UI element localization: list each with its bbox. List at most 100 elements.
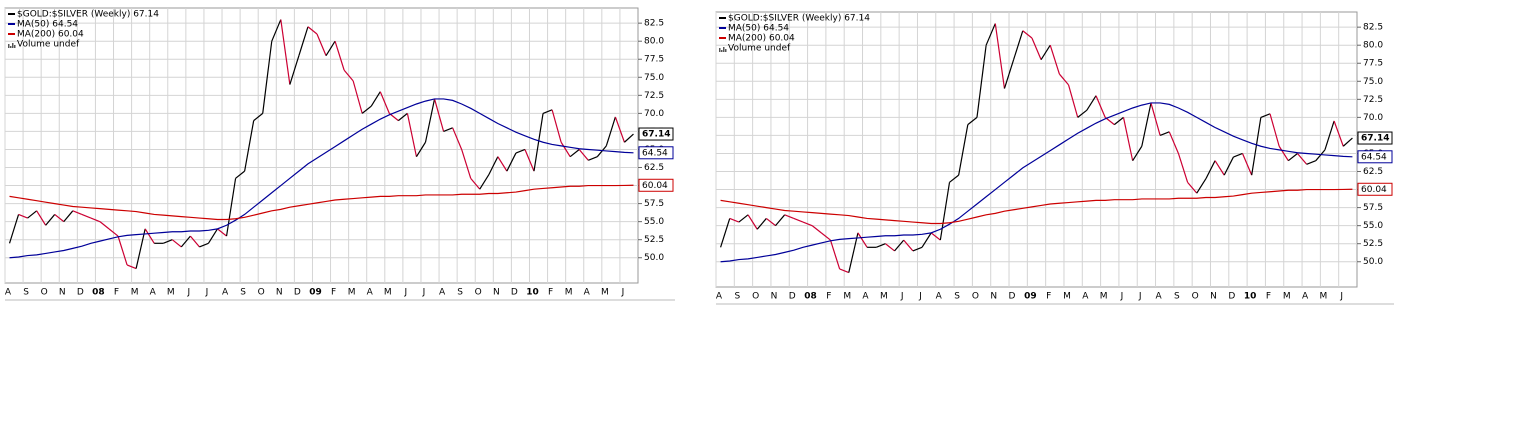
x-tick-label: N [493, 288, 500, 298]
price-segment [524, 149, 535, 172]
price-segment [199, 242, 209, 248]
price-segment [551, 109, 562, 143]
y-tick-label: 52.5 [644, 235, 664, 245]
price-segment [45, 214, 56, 226]
price-segment [1003, 59, 1015, 89]
x-tick-label: A [716, 292, 723, 302]
price-segment [967, 116, 978, 126]
y-tick-label: 52.5 [1363, 239, 1383, 249]
x-tick-label: M [131, 288, 139, 298]
price-segment [406, 113, 418, 157]
x-tick-label: F [1046, 292, 1051, 302]
y-tick-label: 57.5 [644, 199, 664, 209]
x-tick-label: J [187, 288, 191, 298]
last-value-label: 67.14 [642, 130, 670, 140]
price-segment [217, 228, 227, 237]
x-tick-label: F [1266, 292, 1271, 302]
x-tick-label: F [548, 288, 553, 298]
price-segment [605, 116, 616, 147]
x-tick-label: J [900, 292, 904, 302]
price-segment [857, 232, 868, 248]
plot-area [715, 11, 1358, 288]
x-tick-label: M [384, 288, 392, 298]
price-segment [939, 182, 951, 241]
x-tick-label: D [1009, 292, 1016, 302]
volume-icon [14, 45, 16, 48]
y-tick-label: 62.5 [644, 163, 664, 173]
price-segment [829, 239, 841, 270]
legend-label: $GOLD:$SILVER (Weekly) 67.14 [728, 14, 870, 24]
price-segment [1187, 181, 1198, 194]
price-segment [820, 232, 831, 241]
x-tick-label: S [240, 288, 246, 298]
x-tick-label: A [439, 288, 446, 298]
price-segment [90, 217, 101, 223]
x-tick-label: S [954, 292, 960, 302]
x-tick-label: J [1138, 292, 1142, 302]
price-segment [624, 133, 634, 143]
price-segment [225, 178, 237, 237]
y-tick-label: 75.0 [644, 73, 664, 83]
price-segment [479, 174, 490, 190]
x-tick-label: M [348, 288, 356, 298]
x-tick-label: F [826, 292, 831, 302]
price-segment [343, 69, 354, 82]
price-segment [298, 26, 309, 56]
price-segment [144, 228, 155, 244]
price-segment [1077, 109, 1088, 118]
x-tick-label: D [789, 292, 796, 302]
y-tick-label: 72.5 [644, 91, 664, 101]
y-tick-label: 77.5 [1363, 59, 1383, 69]
price-segment [1159, 131, 1170, 136]
x-tick-label: M [880, 292, 888, 302]
price-segment [424, 98, 436, 143]
price-segment [994, 23, 1006, 89]
x-tick-label: F [114, 288, 119, 298]
price-segment [1223, 156, 1234, 176]
x-tick-label: M [565, 288, 573, 298]
last-value-box [638, 127, 674, 141]
price-segment [180, 235, 191, 248]
x-tick-label: J [205, 288, 209, 298]
x-tick-label: A [862, 292, 869, 302]
x-tick-label: N [59, 288, 66, 298]
price-segment [207, 228, 219, 244]
price-segment [747, 214, 758, 230]
price-segment [1122, 117, 1134, 161]
price-segment [802, 221, 813, 227]
price-segment [596, 145, 607, 158]
x-tick-label: M [601, 288, 609, 298]
x-tick-label: D [294, 288, 301, 298]
price-segment [117, 235, 128, 266]
price-segment [949, 174, 960, 183]
x-tick-label: N [990, 292, 997, 302]
x-tick-label: M [843, 292, 851, 302]
price-segment [1306, 160, 1317, 165]
price-segment [262, 41, 273, 114]
price-segment [72, 210, 83, 215]
price-segment [1177, 153, 1189, 183]
x-tick-label: O [258, 288, 265, 298]
price-segment [720, 218, 731, 248]
y-tick-label: 62.5 [1363, 167, 1383, 177]
volume-icon [721, 50, 723, 52]
price-segment [1150, 102, 1161, 136]
chart: 50.052.555.057.560.062.565.067.570.072.5… [4, 7, 675, 301]
volume-icon [10, 46, 12, 48]
price-segment [452, 127, 463, 150]
y-tick-label: 80.0 [1363, 41, 1383, 51]
price-segment [560, 141, 571, 158]
price-segment [542, 109, 553, 114]
price-segment [189, 235, 200, 248]
x-tick-label: S [23, 288, 29, 298]
price-segment [848, 232, 859, 273]
x-tick-label: 10 [526, 288, 539, 298]
price-segment [1067, 84, 1079, 118]
x-tick-label: O [752, 292, 759, 302]
price-segment [1205, 160, 1216, 180]
price-segment [1058, 73, 1070, 86]
x-tick-label: O [475, 288, 482, 298]
x-tick-label: J [1339, 292, 1343, 302]
price-segment [397, 112, 408, 122]
